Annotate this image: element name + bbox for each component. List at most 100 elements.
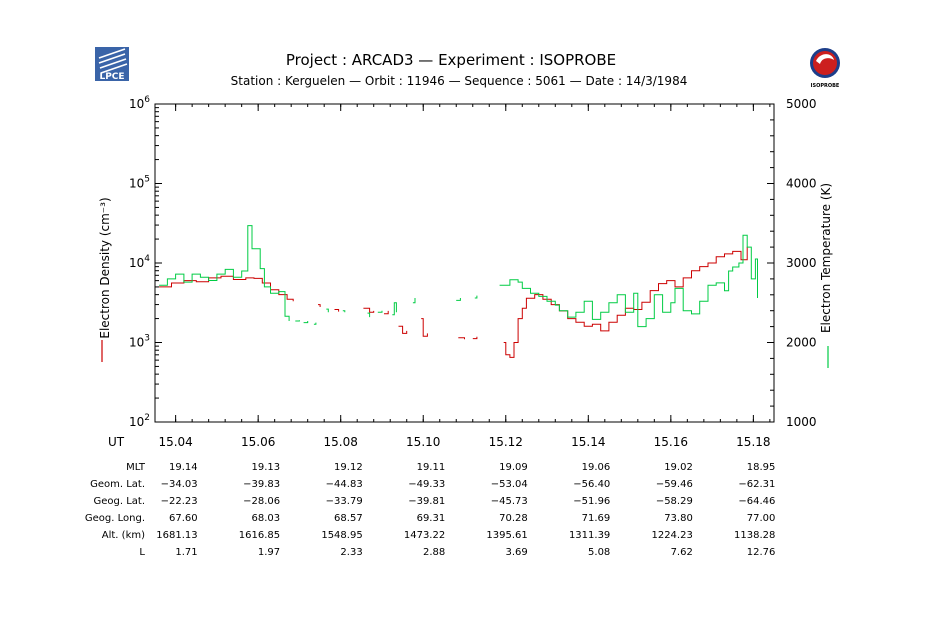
ephemeris-cell: 19.02 bbox=[664, 462, 693, 473]
left-tick-label: 103 bbox=[129, 334, 150, 350]
left-tick-label: 105 bbox=[129, 175, 150, 191]
ephemeris-cell: −33.79 bbox=[326, 496, 363, 507]
density-trace-segment bbox=[398, 325, 408, 334]
ephemeris-cell: 1681.13 bbox=[156, 530, 197, 541]
temperature-trace-segment bbox=[412, 298, 416, 304]
temperature-trace-segment bbox=[377, 310, 383, 313]
ephemeris-cell: 18.95 bbox=[747, 462, 776, 473]
ephemeris-cell: 3.69 bbox=[506, 547, 528, 558]
ephemeris-cell: −53.04 bbox=[491, 479, 528, 490]
ephemeris-cell: 68.03 bbox=[252, 513, 281, 524]
left-tick-label: 104 bbox=[129, 254, 150, 270]
ephemeris-cell: 77.00 bbox=[747, 513, 776, 524]
x-tick-label: 15.04 bbox=[158, 435, 192, 449]
temperature-trace-segment bbox=[367, 312, 371, 318]
ephemeris-cell: 5.08 bbox=[588, 547, 610, 558]
ephemeris-cell: 1.71 bbox=[175, 547, 197, 558]
series-layer bbox=[159, 225, 758, 358]
density-trace-segment bbox=[159, 275, 294, 302]
ephemeris-cell: −56.40 bbox=[573, 479, 610, 490]
temperature-trace-segment bbox=[295, 320, 300, 322]
temperature-trace-segment bbox=[303, 321, 309, 324]
x-tick-label: 15.16 bbox=[654, 435, 688, 449]
ephemeris-cell: 68.57 bbox=[334, 513, 363, 524]
x-tick-label: 15.18 bbox=[736, 435, 770, 449]
density-trace-segment bbox=[472, 336, 478, 340]
ephemeris-cell: 19.14 bbox=[169, 462, 198, 473]
ephemeris-cell: −58.29 bbox=[656, 496, 693, 507]
density-trace-segment bbox=[384, 310, 389, 315]
chart-subtitle: Station : Kerguelen — Orbit : 11946 — Se… bbox=[231, 74, 688, 88]
ephemeris-cell: −34.03 bbox=[161, 479, 198, 490]
temperature-trace-segment bbox=[326, 308, 329, 313]
right-tick-label: 4000 bbox=[786, 177, 817, 191]
chart-title: Project : ARCAD3 — Experiment : ISOPROBE bbox=[286, 51, 616, 69]
ephemeris-cell: 19.12 bbox=[334, 462, 363, 473]
temperature-trace-segment bbox=[499, 234, 758, 328]
ephemeris-cell: −62.31 bbox=[738, 479, 775, 490]
ephemeris-cell: 2.33 bbox=[340, 547, 362, 558]
ephemeris-table: MLT 19.14 19.13 19.12 19.11 19.09 19.06 19.02 18… bbox=[85, 462, 775, 558]
right-tick-label: 1000 bbox=[786, 415, 817, 429]
ephemeris-cell: −64.46 bbox=[738, 496, 775, 507]
ephemeris-cell: 1473.22 bbox=[404, 530, 445, 541]
ephemeris-cell: 73.80 bbox=[664, 513, 693, 524]
ephemeris-cell: 69.31 bbox=[417, 513, 446, 524]
density-trace-segment bbox=[421, 318, 428, 337]
ephemeris-cell: −39.81 bbox=[408, 496, 445, 507]
ephemeris-cell: 1224.23 bbox=[651, 530, 692, 541]
isoprobe-logo: ISOPROBE bbox=[810, 48, 840, 89]
ephemeris-cell: 1395.61 bbox=[486, 530, 527, 541]
ephemeris-cell: −28.06 bbox=[243, 496, 280, 507]
x-tick-label: 15.08 bbox=[324, 435, 358, 449]
ephemeris-cell: −49.33 bbox=[408, 479, 445, 490]
ephemeris-row-label: MLT bbox=[126, 462, 146, 473]
isoprobe-logo-text: ISOPROBE bbox=[811, 83, 840, 89]
ephemeris-cell: 19.11 bbox=[417, 462, 446, 473]
ephemeris-cell: 71.69 bbox=[582, 513, 611, 524]
ephemeris-cell: 1.97 bbox=[258, 547, 280, 558]
x-ticks: 15.04 15.06 15.08 15.10 15.12 15.14 15.16 15.18 bbox=[158, 104, 771, 449]
left-axis-label: Electron Density (cm⁻³) bbox=[98, 197, 112, 338]
ephemeris-cell: −51.96 bbox=[573, 496, 610, 507]
density-trace-segment bbox=[458, 337, 465, 340]
right-tick-label: 3000 bbox=[786, 256, 817, 270]
x-tick-label: 15.06 bbox=[241, 435, 275, 449]
ephemeris-cell: 67.60 bbox=[169, 513, 198, 524]
ephemeris-cell: 70.28 bbox=[499, 513, 528, 524]
ephemeris-row-label: Geog. Long. bbox=[85, 513, 145, 524]
ephemeris-row-label: Geom. Lat. bbox=[90, 479, 145, 490]
ephemeris-cell: 1548.95 bbox=[321, 530, 362, 541]
ephemeris-cell: −39.83 bbox=[243, 479, 280, 490]
ephemeris-cell: 12.76 bbox=[747, 547, 776, 558]
right-tick-label: 2000 bbox=[786, 336, 817, 350]
temperature-trace-segment bbox=[342, 310, 346, 313]
left-tick-label: 102 bbox=[129, 413, 150, 429]
density-trace-segment bbox=[363, 307, 375, 313]
temperature-trace-segment bbox=[456, 298, 461, 301]
left-ticks: 102 103 104 105 106 bbox=[129, 95, 162, 429]
ephemeris-cell: 1311.39 bbox=[569, 530, 610, 541]
ephemeris-row-label: Geog. Lat. bbox=[93, 496, 145, 507]
x-tick-label: 15.14 bbox=[571, 435, 605, 449]
ephemeris-cell: 1616.85 bbox=[239, 530, 280, 541]
right-ticks: 1000 2000 3000 4000 5000 bbox=[767, 97, 817, 429]
lpce-logo: LPCE bbox=[95, 47, 129, 82]
ephemeris-cell: −44.83 bbox=[326, 479, 363, 490]
ephemeris-cell: 19.06 bbox=[582, 462, 611, 473]
ephemeris-cell: −45.73 bbox=[491, 496, 528, 507]
ephemeris-cell: 7.62 bbox=[671, 547, 693, 558]
ephemeris-cell: 2.88 bbox=[423, 547, 445, 558]
ephemeris-cell: 19.13 bbox=[252, 462, 281, 473]
left-tick-label: 106 bbox=[129, 95, 150, 111]
lpce-logo-text: LPCE bbox=[99, 72, 124, 82]
x-tick-label: 15.10 bbox=[406, 435, 440, 449]
right-axis-label: Electron Temperature (K) bbox=[819, 183, 833, 333]
ephemeris-cell: 1138.28 bbox=[734, 530, 775, 541]
ephemeris-cell: −59.46 bbox=[656, 479, 693, 490]
ephemeris-row-label: Alt. (km) bbox=[102, 530, 145, 541]
temperature-trace-segment bbox=[313, 322, 317, 325]
density-trace-segment bbox=[503, 246, 748, 358]
ephemeris-row-label: L bbox=[139, 547, 145, 558]
